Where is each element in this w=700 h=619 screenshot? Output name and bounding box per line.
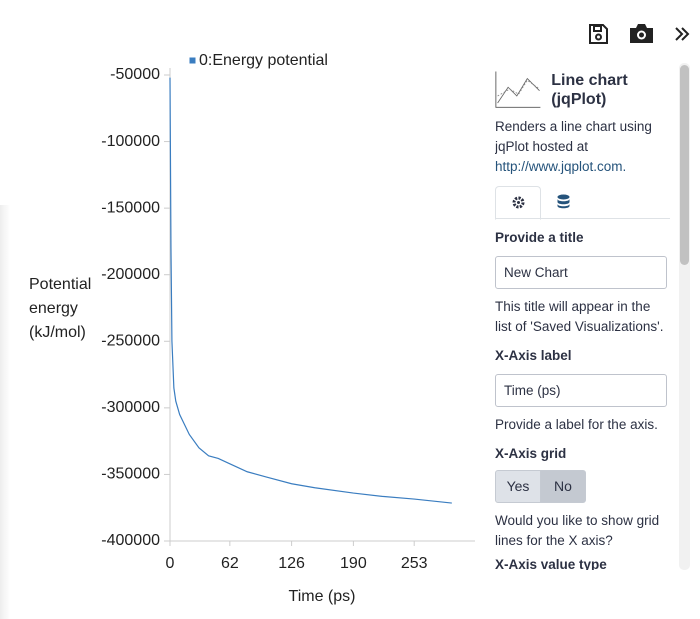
x-value-type-label: X-Axis value type	[495, 557, 607, 570]
x-tick-label: 62	[221, 555, 239, 572]
x-grid-buttons: Yes No	[495, 470, 670, 503]
plugin-description: Renders a line chart using jqPlot hosted…	[495, 117, 670, 177]
save-icon[interactable]	[587, 23, 609, 45]
x-tick-label: 126	[278, 555, 305, 572]
y-tick-label: -250000	[101, 333, 160, 350]
y-tick-label: -350000	[101, 466, 160, 483]
title-label: Provide a title	[495, 230, 584, 245]
x-label-label: X-Axis label	[495, 348, 572, 363]
x-tick-label: 253	[401, 555, 428, 572]
panel-shadow	[0, 205, 10, 619]
plugin-header: Line chart (jqPlot)	[495, 67, 670, 111]
description-text: Renders a line chart using jqPlot hosted…	[495, 119, 652, 154]
x-tick-label: 0	[166, 555, 175, 572]
plugin-link[interactable]: http://www.jqplot.com.	[495, 159, 627, 174]
y-tick-label: -200000	[101, 266, 160, 283]
title-help: This title will appear in the list of 'S…	[495, 299, 664, 334]
y-tick-label: -50000	[110, 66, 160, 83]
camera-icon[interactable]	[629, 23, 654, 44]
database-icon	[557, 194, 570, 209]
settings-panel: Line chart (jqPlot) Renders a line chart…	[495, 63, 670, 570]
x-grid-help: Would you like to show grid lines for th…	[495, 513, 660, 548]
tabs	[495, 186, 670, 220]
plugin-title: Line chart (jqPlot)	[551, 72, 628, 108]
data-line	[169, 77, 452, 504]
yes-button[interactable]: Yes	[495, 470, 541, 503]
plugin-icon	[495, 71, 541, 108]
y-axis-label: Potential energy (kJ/mol)	[29, 276, 92, 341]
y-tick-label: -100000	[101, 133, 160, 150]
x-label-help: Provide a label for the axis.	[495, 417, 658, 432]
no-button[interactable]: No	[540, 470, 586, 503]
data-tab[interactable]	[541, 186, 586, 218]
x-axis-label: Time (ps)	[289, 588, 356, 605]
x-tick-label: 190	[340, 555, 367, 572]
legend-box	[187, 55, 198, 66]
settings-tab[interactable]	[495, 186, 541, 220]
scrollbar-thumb[interactable]	[680, 65, 689, 265]
legend-label: 0:Energy potential	[199, 52, 328, 69]
y-tick-label: -400000	[101, 532, 160, 549]
title-input[interactable]: New Chart	[495, 256, 667, 289]
y-tick-label: -300000	[101, 399, 160, 416]
gear-icon	[512, 196, 525, 209]
x-grid-label: X-Axis grid	[495, 446, 567, 461]
collapse-icon[interactable]	[674, 26, 690, 42]
y-tick-label: -150000	[101, 199, 160, 216]
scrollbar[interactable]	[679, 63, 690, 570]
x-label-input[interactable]: Time (ps)	[495, 374, 667, 407]
chart: 0:Energy potential Time (ps) -400000 -350…	[101, 52, 475, 605]
